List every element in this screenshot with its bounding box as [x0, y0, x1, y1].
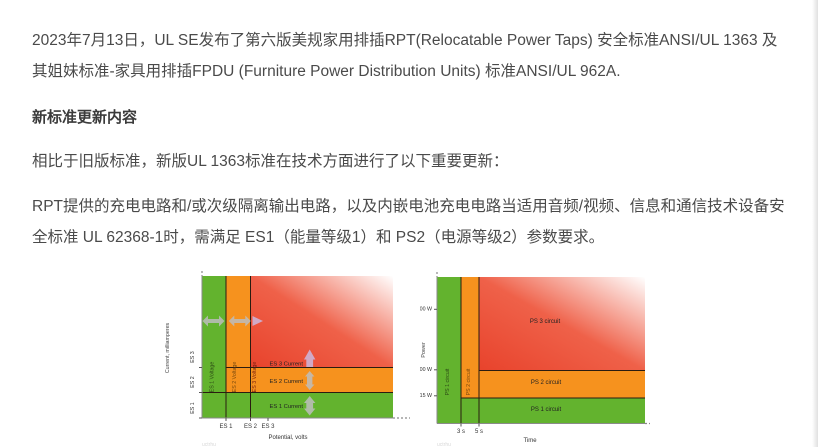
svg-text:ES 1 Voltage: ES 1 Voltage	[210, 362, 216, 393]
svg-text:ES 2 Current: ES 2 Current	[269, 379, 303, 385]
svg-text:ES 1: ES 1	[190, 402, 196, 414]
svg-text:Potential, volts: Potential, volts	[268, 435, 307, 441]
svg-text:ES 2: ES 2	[190, 376, 196, 388]
svg-text:15 W: 15 W	[420, 393, 432, 399]
svg-text:ES 2: ES 2	[244, 424, 258, 430]
svg-text:4 000 W: 4 000 W	[420, 307, 432, 313]
svg-text:ES 1: ES 1	[219, 424, 233, 430]
svg-text:PS 3 circuit: PS 3 circuit	[530, 319, 561, 325]
svg-text:ES 3: ES 3	[261, 424, 275, 430]
svg-text:ES 1 Current: ES 1 Current	[269, 404, 303, 410]
svg-text:ES 3 Voltage: ES 3 Voltage	[252, 362, 258, 393]
svg-text:uctrhu: uctrhu	[202, 442, 216, 447]
svg-text:uctrhu: uctrhu	[437, 442, 451, 447]
svg-text:Current, milliamperes: Current, milliamperes	[165, 322, 171, 373]
svg-text:PS 2 circuit: PS 2 circuit	[531, 380, 562, 386]
svg-text:5 s: 5 s	[475, 429, 483, 435]
svg-text:3 s: 3 s	[457, 429, 465, 435]
svg-text:ES 2 Voltage: ES 2 Voltage	[232, 362, 238, 393]
svg-text:Power: Power	[421, 342, 427, 358]
svg-text:PS 1 circuit: PS 1 circuit	[531, 407, 562, 413]
svg-text:ES 3 Current: ES 3 Current	[269, 362, 303, 368]
svg-text:PS 2 circuit: PS 2 circuit	[466, 368, 472, 395]
svg-text:PS 1 circuit: PS 1 circuit	[445, 368, 451, 395]
svg-text:ES 3: ES 3	[190, 351, 196, 363]
svg-text:Time: Time	[523, 438, 537, 444]
svg-text:100 W: 100 W	[420, 367, 432, 373]
